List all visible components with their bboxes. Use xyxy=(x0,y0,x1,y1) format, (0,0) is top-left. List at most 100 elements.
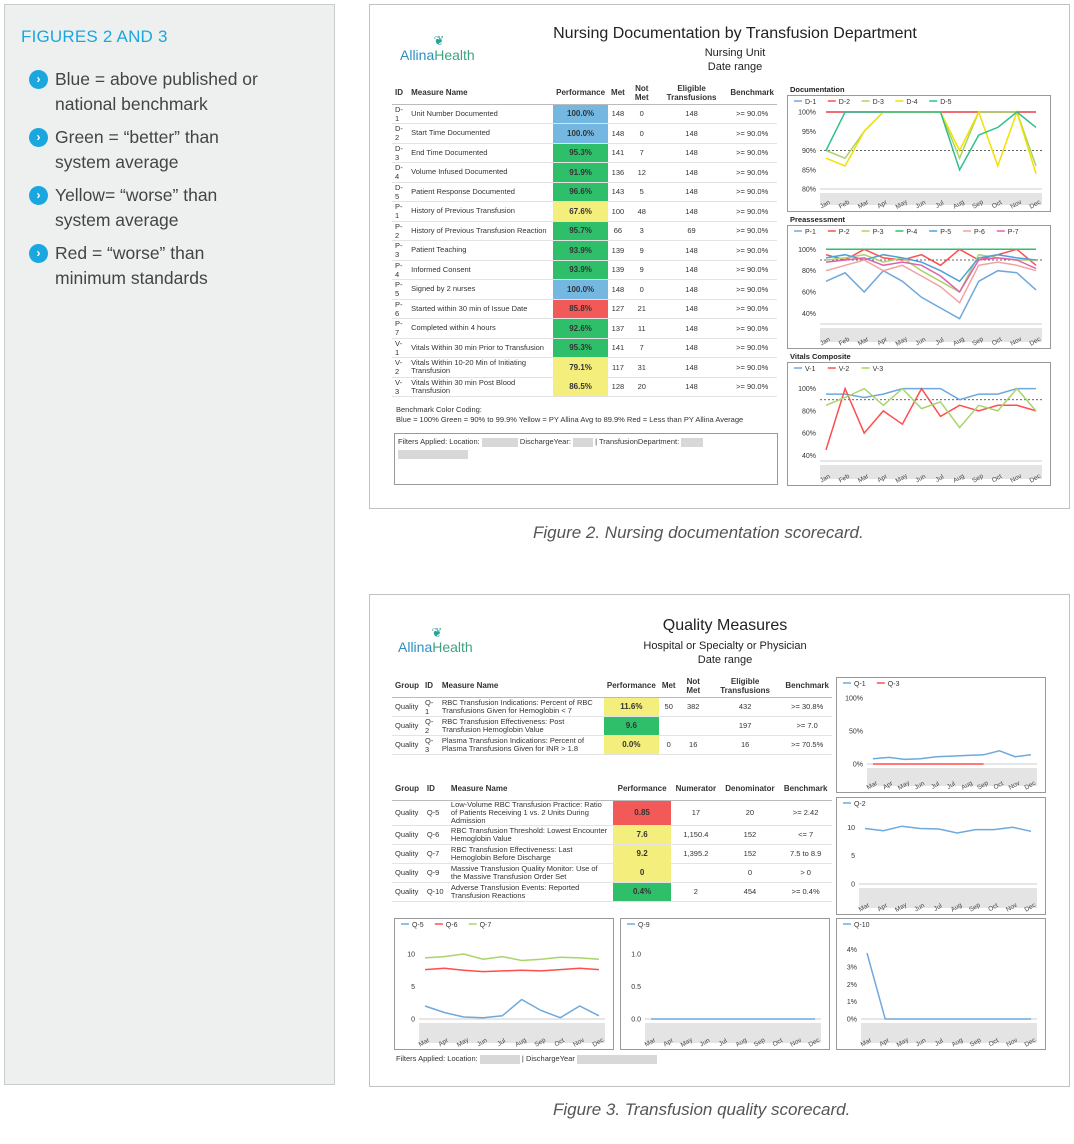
x-tick-label: Jul xyxy=(718,1037,729,1047)
x-tick-label: Jun xyxy=(699,1037,712,1048)
chevron-right-icon: › xyxy=(29,186,48,205)
legend-item-green: › Green = “better” than system average xyxy=(29,125,319,175)
cell-met: 0 xyxy=(658,735,679,755)
legend-label: D-2 xyxy=(839,99,850,106)
logo-text: Health xyxy=(432,639,473,655)
legend-label: Q-9 xyxy=(638,922,650,929)
cell-group: Quality xyxy=(392,882,424,902)
cell-id: D-1 xyxy=(392,104,409,124)
column-header: Performance xyxy=(553,82,609,105)
x-tick-label: Apr xyxy=(882,780,895,792)
y-tick-label: 0.0 xyxy=(631,1017,641,1024)
x-tick-label: Jan xyxy=(819,199,832,210)
q9-chart: Q-9 0.0 0.5 1.0 Mar Apr May Jun Jul Aug Sep Oct Nov D… xyxy=(620,918,830,1050)
preassessment-chart: P-1 P-2 P-3 P-4 P-5 P-6 P-7 40% 60% 80% 100% Jan Feb… xyxy=(787,225,1051,349)
cell-met: 50 xyxy=(658,697,679,717)
cell-elig: 148 xyxy=(655,162,728,183)
legend-label: P-2 xyxy=(839,229,850,236)
legend-item-red: › Red = “worse” than minimum standards xyxy=(29,241,319,291)
table-row: V-1 Vitals Within 30 min Prior to Transfu… xyxy=(392,338,777,358)
table-row: P-2 History of Previous Transfusion React… xyxy=(392,221,777,241)
y-tick-label: 80% xyxy=(802,187,816,194)
y-tick-label: 95% xyxy=(802,129,816,136)
y-tick-label: 80% xyxy=(802,408,816,415)
cell-perf: 93.9% xyxy=(553,260,609,280)
cell-bench: >= 7.0 xyxy=(782,716,832,736)
vitals-chart: V-1 V-2 V-3 40% 60% 80% 100% Jan Feb Mar Apr May Jun… xyxy=(787,362,1051,486)
chevron-right-icon: › xyxy=(29,244,48,263)
cell-id: Q-3 xyxy=(422,735,439,755)
cell-notmet: 21 xyxy=(627,299,656,319)
redacted-axis-bar xyxy=(859,888,1037,908)
column-header: Measure Name xyxy=(438,675,604,698)
sidebar-title: FIGURES 2 AND 3 xyxy=(21,27,168,46)
cell-notmet: 382 xyxy=(678,697,708,717)
cell-den: 152 xyxy=(720,844,780,864)
legend-label: V-2 xyxy=(839,366,850,373)
cell-notmet: 11 xyxy=(627,318,656,339)
y-tick-label: 90% xyxy=(802,148,816,155)
table-row: D-2 Start Time Documented 100.0% 148 0 148 >= … xyxy=(392,123,777,144)
cell-elig: 69 xyxy=(655,221,728,241)
cell-name: RBC Transfusion Effectiveness: Post Tran… xyxy=(438,716,604,736)
legend-label: V-3 xyxy=(873,366,884,373)
cell-id: Q-7 xyxy=(423,844,448,864)
x-tick-label: Feb xyxy=(838,336,852,348)
cell-notmet: 0 xyxy=(627,104,656,124)
cell-group: Quality xyxy=(392,825,424,845)
column-header: Eligible Transfusions xyxy=(707,675,783,698)
cell-notmet: 48 xyxy=(627,201,656,222)
figure2-title: Nursing Documentation by Transfusion Dep… xyxy=(553,25,917,42)
cell-met: 136 xyxy=(608,162,628,183)
cell-notmet: 9 xyxy=(627,240,656,261)
cell-name: Volume Infused Documented xyxy=(408,162,554,183)
cell-id: V-1 xyxy=(392,338,409,358)
column-header: Met xyxy=(608,82,628,105)
cell-met xyxy=(658,716,679,736)
cell-id: D-5 xyxy=(392,182,409,202)
cell-id: D-3 xyxy=(392,143,409,163)
legend-text: Red = “worse” than xyxy=(55,243,205,263)
cell-met: 127 xyxy=(608,299,628,319)
legend-text: system average xyxy=(55,210,179,230)
cell-bench: >= 90.0% xyxy=(727,338,777,358)
x-tick-label: Apr xyxy=(878,1037,891,1049)
cell-perf: 96.6% xyxy=(553,182,609,202)
table-row: D-1 Unit Number Documented 100.0% 148 0 148 >=… xyxy=(392,104,777,124)
series-line-Q-7 xyxy=(424,953,600,962)
x-tick-label: Jul xyxy=(946,780,957,790)
y-tick-label: 3% xyxy=(847,965,857,972)
x-tick-label: Jul xyxy=(934,336,945,346)
filters-line: Filters Applied: Location: | DischargeYe… xyxy=(396,1054,657,1064)
cell-elig: 148 xyxy=(655,240,728,261)
cell-elig: 148 xyxy=(655,318,728,339)
x-tick-label: Jun xyxy=(913,902,926,913)
figure3-subtitle: Date range xyxy=(697,654,753,666)
cell-met: 139 xyxy=(608,260,628,280)
cell-perf: 93.9% xyxy=(553,240,609,261)
cell-met: 100 xyxy=(608,201,628,222)
x-tick-label: Jun xyxy=(476,1037,489,1048)
figure2-subtitle: Nursing Unit xyxy=(704,47,766,59)
y-tick-label: 100% xyxy=(798,386,816,393)
figure2-scorecard: ❦ AllinaHealth Nursing Documentation by … xyxy=(369,4,1070,509)
x-tick-label: Oct xyxy=(987,902,999,913)
y-tick-label: 0 xyxy=(851,882,855,889)
cell-perf: 86.5% xyxy=(553,377,609,397)
cell-bench: >= 30.8% xyxy=(782,697,832,717)
filter-label: | DischargeYear xyxy=(521,1054,575,1063)
table-row: Quality Q-1 RBC Transfusion Indications: P… xyxy=(392,697,832,717)
cell-elig: 148 xyxy=(655,377,728,397)
cell-met: 148 xyxy=(608,123,628,144)
y-tick-label: 100% xyxy=(798,110,816,117)
legend-label: Q-7 xyxy=(480,922,492,929)
cell-name: Signed by 2 nurses xyxy=(408,279,554,300)
cell-bench: >= 90.0% xyxy=(727,123,777,144)
cell-id: P-2 xyxy=(392,221,409,241)
x-tick-label: Jul xyxy=(934,473,945,483)
y-tick-label: 0 xyxy=(411,1017,415,1024)
column-header: Group xyxy=(392,778,424,801)
cell-name: Massive Transfusion Quality Monitor: Use… xyxy=(447,863,613,883)
series-line-Q-10 xyxy=(866,952,1031,1020)
cell-met: 117 xyxy=(608,357,628,378)
